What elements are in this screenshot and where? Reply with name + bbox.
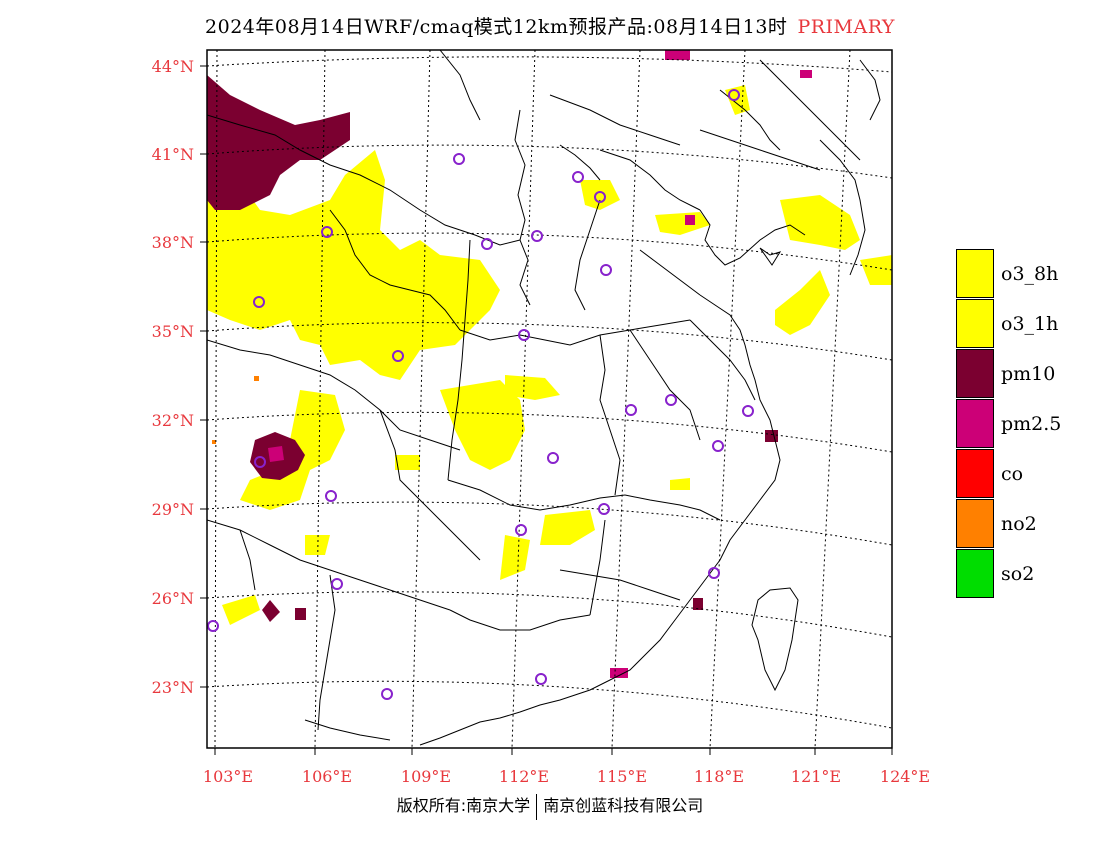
title-tag: PRIMARY	[797, 16, 895, 38]
legend-label: so2	[1001, 563, 1035, 585]
tick-marks	[200, 65, 893, 755]
lat-label-38: 38°N	[152, 233, 194, 252]
copyright-right: 南京创蓝科技有限公司	[543, 796, 704, 815]
legend-swatch	[956, 449, 994, 498]
lon-label-109: 109°E	[401, 767, 451, 786]
legend-swatch	[956, 299, 994, 348]
lon-label-124: 124°E	[880, 767, 930, 786]
coastline	[419, 59, 881, 746]
lat-label-32: 32°N	[152, 411, 194, 430]
lat-label-44: 44°N	[152, 57, 194, 76]
legend-label: pm2.5	[1001, 413, 1062, 435]
legend-label: o3_8h	[1001, 263, 1059, 285]
station-markers	[207, 89, 754, 700]
o3-overlay	[207, 85, 892, 625]
lon-label-106: 106°E	[302, 767, 352, 786]
longitude-labels: 103°E 106°E 109°E 112°E 115°E 118°E 121°…	[203, 767, 930, 786]
copyright-divider	[536, 793, 538, 820]
legend-label: no2	[1001, 513, 1037, 535]
lon-label-103: 103°E	[203, 767, 253, 786]
province-boundaries	[207, 50, 861, 741]
copyright-left: 版权所有:南京大学	[396, 796, 531, 815]
map-frame	[206, 49, 893, 749]
copyright-footer: 版权所有:南京大学 南京创蓝科技有限公司	[0, 792, 1100, 820]
legend-swatch	[956, 349, 994, 398]
lat-label-23: 23°N	[152, 678, 194, 697]
lon-label-118: 118°E	[694, 767, 744, 786]
lon-label-121: 121°E	[791, 767, 841, 786]
lon-label-112: 112°E	[499, 767, 549, 786]
lon-label-115: 115°E	[597, 767, 647, 786]
lat-label-35: 35°N	[152, 322, 194, 341]
pm10-overlay	[207, 75, 778, 622]
lat-label-29: 29°N	[152, 500, 194, 519]
lat-label-41: 41°N	[152, 145, 194, 164]
latitude-labels: 44°N 41°N 38°N 35°N 32°N 29°N 26°N 23°N	[152, 57, 194, 697]
legend-swatch	[956, 499, 994, 548]
legend-label: pm10	[1001, 363, 1056, 385]
no2-overlay	[212, 376, 259, 444]
legend-label: co	[1001, 463, 1024, 485]
lat-label-26: 26°N	[152, 589, 194, 608]
map-title: 2024年08月14日WRF/cmaq模式12km预报产品:08月14日13时 P…	[0, 12, 1100, 39]
legend-label: o3_1h	[1001, 313, 1059, 335]
legend-swatch	[956, 249, 994, 298]
legend-swatch	[956, 399, 994, 448]
title-main: 2024年08月14日WRF/cmaq模式12km预报产品:08月14日13时	[205, 16, 788, 38]
pm25-overlay	[268, 50, 812, 678]
legend-swatch	[956, 549, 994, 598]
